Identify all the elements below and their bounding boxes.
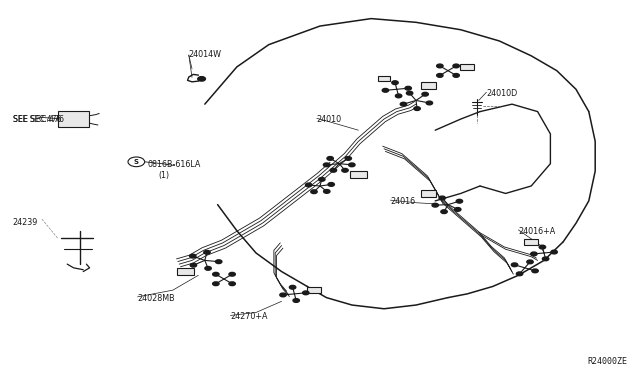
Circle shape [204, 250, 210, 254]
Circle shape [330, 169, 337, 172]
Circle shape [216, 260, 222, 263]
Circle shape [453, 64, 460, 68]
Circle shape [406, 91, 413, 95]
Circle shape [305, 183, 312, 187]
Circle shape [392, 81, 398, 84]
Circle shape [349, 163, 355, 167]
Circle shape [400, 102, 406, 106]
Text: 24010D: 24010D [486, 89, 518, 98]
Circle shape [532, 269, 538, 273]
Text: 24014W: 24014W [189, 50, 222, 59]
Text: R24000ZE: R24000ZE [588, 357, 627, 366]
FancyBboxPatch shape [421, 82, 436, 89]
Circle shape [327, 157, 333, 160]
Circle shape [422, 92, 428, 96]
Circle shape [229, 282, 236, 286]
Circle shape [280, 293, 286, 297]
FancyBboxPatch shape [58, 111, 90, 127]
Circle shape [205, 266, 211, 270]
FancyBboxPatch shape [421, 190, 436, 197]
Text: 0816B-616LA: 0816B-616LA [147, 160, 200, 169]
Circle shape [229, 272, 236, 276]
Circle shape [441, 210, 447, 214]
FancyBboxPatch shape [350, 171, 367, 178]
Circle shape [311, 190, 317, 193]
Circle shape [382, 89, 388, 92]
Circle shape [531, 252, 537, 256]
Circle shape [453, 74, 460, 77]
Circle shape [198, 77, 205, 81]
FancyBboxPatch shape [307, 287, 321, 294]
Circle shape [212, 282, 219, 286]
FancyBboxPatch shape [378, 76, 390, 81]
Circle shape [212, 272, 219, 276]
Circle shape [324, 190, 330, 193]
Circle shape [436, 64, 443, 68]
Circle shape [426, 101, 433, 105]
Text: 24016+A: 24016+A [518, 227, 556, 236]
Text: 24016: 24016 [390, 197, 415, 206]
Text: (1): (1) [159, 171, 170, 180]
FancyBboxPatch shape [460, 64, 474, 70]
Circle shape [454, 208, 461, 211]
Text: SEE SEC.476: SEE SEC.476 [13, 115, 64, 124]
Circle shape [414, 107, 420, 110]
Circle shape [303, 291, 309, 295]
Circle shape [323, 163, 330, 167]
Circle shape [516, 272, 523, 276]
Circle shape [328, 183, 335, 186]
Circle shape [342, 169, 348, 172]
Text: 24239: 24239 [13, 218, 38, 227]
Circle shape [128, 157, 145, 167]
Circle shape [456, 199, 463, 203]
Text: 24010: 24010 [317, 115, 342, 124]
FancyBboxPatch shape [524, 239, 538, 245]
Circle shape [511, 263, 518, 267]
Text: S: S [134, 159, 139, 165]
Circle shape [190, 263, 196, 267]
Circle shape [543, 257, 549, 261]
Circle shape [432, 203, 438, 207]
Text: 24270+A: 24270+A [230, 312, 268, 321]
Circle shape [527, 260, 533, 264]
Circle shape [539, 245, 545, 249]
Circle shape [436, 74, 443, 77]
Text: SEE SEC.476: SEE SEC.476 [13, 115, 61, 124]
Circle shape [319, 177, 325, 181]
FancyBboxPatch shape [177, 268, 194, 275]
Text: 24028MB: 24028MB [138, 294, 175, 303]
Circle shape [345, 157, 351, 160]
Circle shape [189, 254, 196, 258]
Circle shape [551, 250, 557, 254]
Circle shape [289, 285, 296, 289]
Circle shape [405, 86, 412, 90]
Circle shape [396, 94, 402, 98]
Circle shape [293, 299, 300, 302]
Circle shape [439, 196, 445, 200]
